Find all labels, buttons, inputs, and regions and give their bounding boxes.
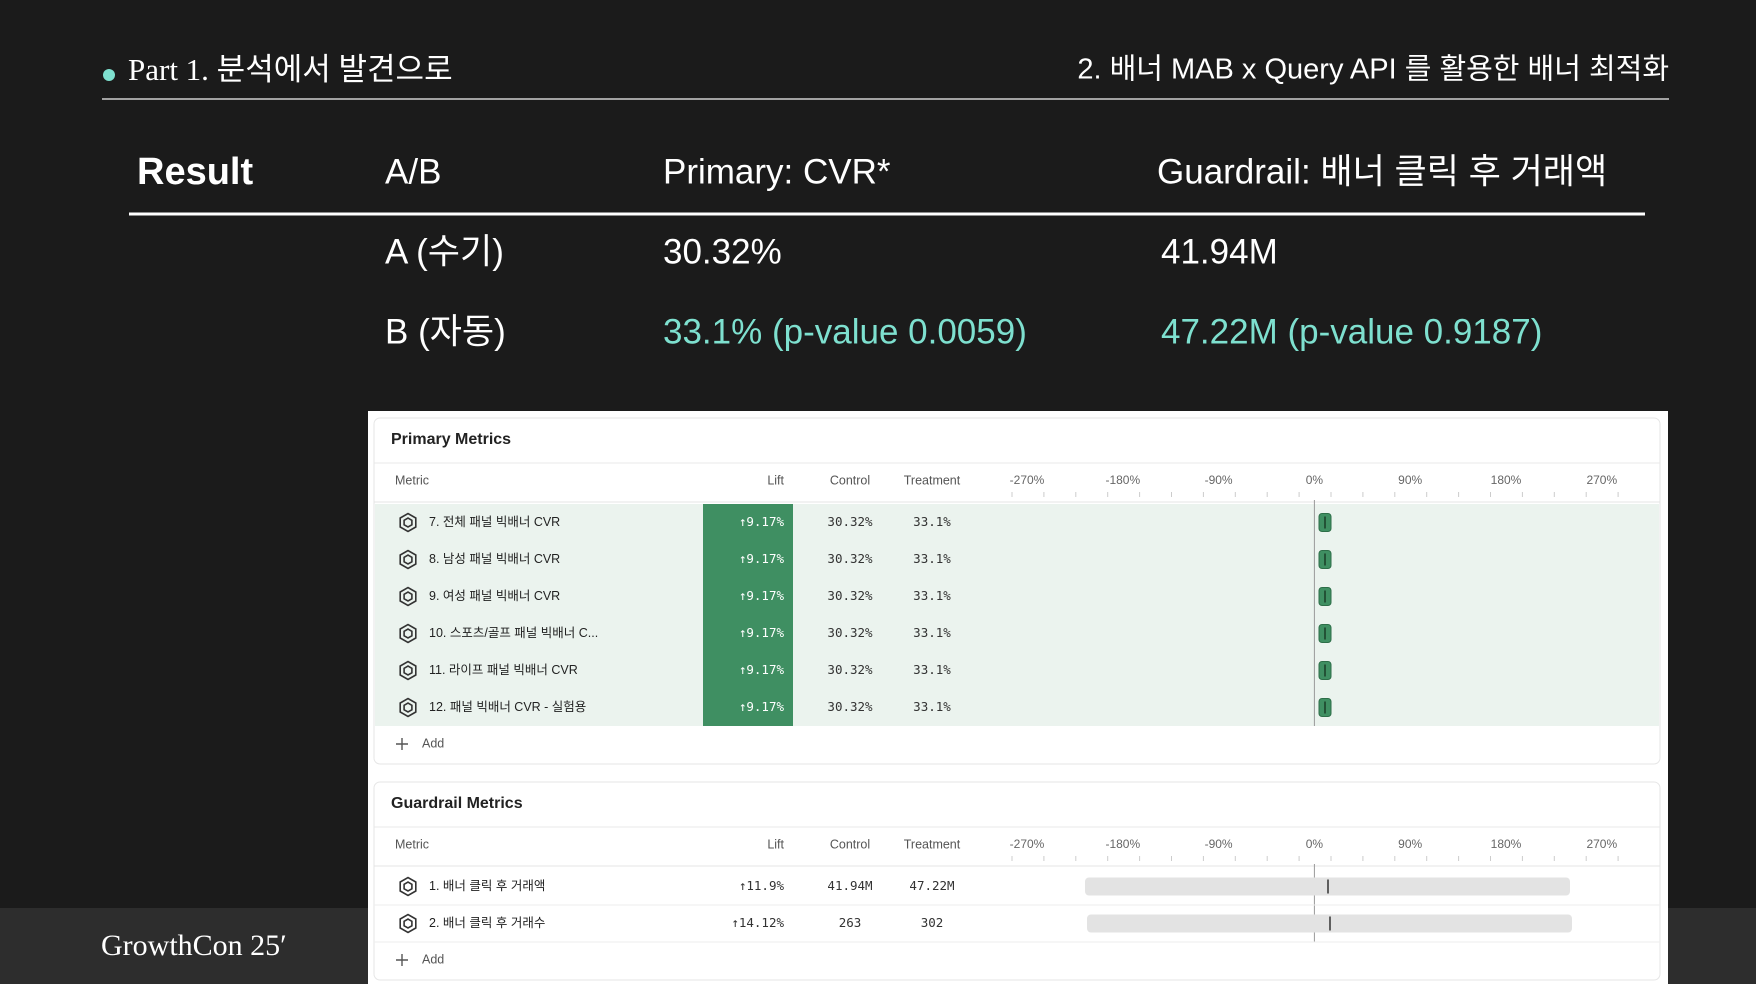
metric-lift: ↑9.17% bbox=[739, 662, 785, 677]
card-title: Primary Metrics bbox=[391, 431, 511, 448]
metric-icon bbox=[399, 549, 417, 570]
result-label: Result bbox=[137, 151, 253, 193]
axis-tick-label: -270% bbox=[1010, 473, 1045, 487]
metric-treatment: 33.1% bbox=[913, 551, 951, 566]
column-header: Control bbox=[830, 473, 870, 487]
axis-tick-label: 180% bbox=[1491, 473, 1522, 487]
metric-icon-inner bbox=[403, 702, 413, 713]
result-column: Primary: CVR* bbox=[663, 152, 891, 191]
metric-lift: ↑14.12% bbox=[731, 915, 784, 930]
axis-tick-label: 270% bbox=[1586, 473, 1617, 487]
metric-icon-inner bbox=[403, 628, 413, 639]
metric-name: 8. 남성 패널 빅배너 CVR bbox=[429, 552, 560, 566]
footer-brand: GrowthCon 25′ bbox=[101, 929, 287, 962]
axis-tick-label: -90% bbox=[1205, 837, 1233, 851]
column-header: Treatment bbox=[904, 473, 961, 487]
metric-icon bbox=[399, 913, 417, 934]
result-cell: 33.1% (p-value 0.0059) bbox=[663, 312, 1027, 351]
metric-lift: ↑9.17% bbox=[739, 699, 785, 714]
lift-column bbox=[703, 504, 793, 726]
metric-name: 11. 라이프 패널 빅배너 CVR bbox=[429, 663, 578, 677]
result-column: A/B bbox=[385, 152, 441, 191]
axis-tick-label: -180% bbox=[1105, 837, 1140, 851]
metric-lift: ↑9.17% bbox=[739, 514, 785, 529]
axis-tick-label: -270% bbox=[1010, 837, 1045, 851]
metric-lift: ↑9.17% bbox=[739, 551, 785, 566]
axis-tick-label: 90% bbox=[1398, 837, 1422, 851]
metric-lift: ↑9.17% bbox=[739, 625, 785, 640]
metric-icon bbox=[399, 697, 417, 718]
metric-treatment: 33.1% bbox=[913, 514, 951, 529]
metric-icon bbox=[399, 660, 417, 681]
column-header: Metric bbox=[395, 837, 429, 851]
result-cell: 30.32% bbox=[663, 232, 782, 271]
column-header: Control bbox=[830, 837, 870, 851]
add-icon bbox=[396, 738, 408, 750]
metric-control: 30.32% bbox=[827, 551, 873, 566]
result-cell: 47.22M (p-value 0.9187) bbox=[1161, 312, 1542, 351]
add-button: Add bbox=[422, 736, 444, 750]
metric-icon bbox=[399, 586, 417, 607]
metric-icon bbox=[399, 623, 417, 644]
metric-icon-inner bbox=[403, 665, 413, 676]
metric-name: 12. 패널 빅배너 CVR - 실험용 bbox=[429, 700, 586, 714]
metric-treatment: 33.1% bbox=[913, 699, 951, 714]
metric-icon-inner bbox=[403, 881, 413, 892]
metric-name: 1. 배너 클릭 후 거래액 bbox=[429, 879, 545, 893]
section-title: Part 1. 분석에서 발견으로 bbox=[128, 52, 453, 87]
metric-name: 2. 배너 클릭 후 거래수 bbox=[429, 916, 545, 930]
axis-tick-label: 0% bbox=[1306, 473, 1324, 487]
metric-icon bbox=[399, 512, 417, 533]
result-cell: 41.94M bbox=[1161, 232, 1278, 271]
metric-control: 30.32% bbox=[827, 514, 873, 529]
metric-control: 30.32% bbox=[827, 588, 873, 603]
column-header: Treatment bbox=[904, 837, 961, 851]
metric-icon-inner bbox=[403, 918, 413, 929]
add-icon bbox=[396, 954, 408, 966]
axis-tick-label: -180% bbox=[1105, 473, 1140, 487]
metric-treatment: 33.1% bbox=[913, 662, 951, 677]
metric-treatment: 302 bbox=[921, 915, 944, 930]
card-title: Guardrail Metrics bbox=[391, 795, 523, 812]
add-button: Add bbox=[422, 952, 444, 966]
column-header: Lift bbox=[767, 473, 784, 487]
result-cell: B (자동) bbox=[385, 312, 506, 351]
axis-tick-label: 270% bbox=[1586, 837, 1617, 851]
metric-icon bbox=[399, 876, 417, 897]
axis-tick-label: 0% bbox=[1306, 837, 1324, 851]
topic-title: 2. 배너 MAB x Query API 를 활용한 배너 최적화 bbox=[1077, 53, 1669, 86]
metric-lift: ↑11.9% bbox=[739, 878, 785, 893]
metric-control: 30.32% bbox=[827, 699, 873, 714]
metric-icon-inner bbox=[403, 554, 413, 565]
metric-icon-inner bbox=[403, 591, 413, 602]
column-header: Metric bbox=[395, 473, 429, 487]
metric-treatment: 33.1% bbox=[913, 588, 951, 603]
row-band bbox=[375, 504, 1659, 726]
metric-control: 30.32% bbox=[827, 662, 873, 677]
metric-treatment: 33.1% bbox=[913, 625, 951, 640]
result-column: Guardrail: 배너 클릭 후 거래액 bbox=[1157, 152, 1607, 191]
metric-name: 10. 스포츠/골프 패널 빅배너 C... bbox=[429, 626, 598, 640]
bullet bbox=[103, 69, 115, 81]
result-cell: A (수기) bbox=[385, 232, 504, 271]
metric-control: 263 bbox=[839, 915, 862, 930]
metric-lift: ↑9.17% bbox=[739, 588, 785, 603]
axis-tick-label: 90% bbox=[1398, 473, 1422, 487]
metric-control: 30.32% bbox=[827, 625, 873, 640]
column-header: Lift bbox=[767, 837, 784, 851]
metric-icon-inner bbox=[403, 517, 413, 528]
axis-tick-label: -90% bbox=[1205, 473, 1233, 487]
metric-treatment: 47.22M bbox=[909, 878, 954, 893]
metric-name: 7. 전체 패널 빅배너 CVR bbox=[429, 515, 560, 529]
metric-name: 9. 여성 패널 빅배너 CVR bbox=[429, 589, 560, 603]
axis-tick-label: 180% bbox=[1491, 837, 1522, 851]
metric-control: 41.94M bbox=[827, 878, 872, 893]
